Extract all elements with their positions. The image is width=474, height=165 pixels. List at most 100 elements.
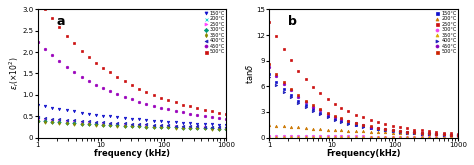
350°C — [288, 136, 293, 138]
450°C — [143, 103, 149, 105]
200°C — [346, 130, 351, 132]
250°C — [325, 98, 330, 100]
250°C — [318, 92, 323, 94]
400°C — [114, 122, 119, 124]
250°C — [303, 78, 309, 80]
200°C — [368, 131, 374, 133]
350°C — [346, 136, 351, 138]
500°C — [375, 127, 381, 129]
350°C — [455, 136, 461, 138]
450°C — [180, 111, 186, 113]
200°C — [217, 127, 222, 129]
200°C — [122, 124, 128, 126]
Y-axis label: tan$\delta$: tan$\delta$ — [244, 63, 255, 84]
150°C — [332, 118, 337, 120]
150°C — [64, 109, 70, 111]
300°C — [303, 135, 309, 137]
350°C — [100, 124, 106, 126]
450°C — [107, 90, 113, 92]
300°C — [411, 136, 417, 138]
350°C — [303, 136, 309, 138]
200°C — [383, 131, 388, 133]
250°C — [390, 125, 395, 127]
300°C — [295, 135, 301, 137]
450°C — [64, 66, 70, 68]
200°C — [71, 122, 77, 124]
300°C — [353, 135, 359, 137]
250°C — [64, 120, 70, 122]
300°C — [288, 135, 293, 137]
450°C — [195, 114, 201, 116]
350°C — [281, 136, 287, 138]
400°C — [86, 120, 91, 122]
300°C — [79, 123, 84, 125]
300°C — [195, 127, 201, 129]
150°C — [325, 115, 330, 117]
150°C — [368, 127, 374, 129]
150°C — [390, 130, 395, 132]
400°C — [368, 127, 374, 129]
450°C — [426, 132, 432, 134]
450°C — [202, 115, 208, 117]
Line: 200°C: 200°C — [268, 124, 459, 136]
250°C — [397, 126, 403, 128]
450°C — [455, 134, 461, 136]
450°C — [100, 87, 106, 89]
Line: 250°C: 250°C — [36, 118, 228, 129]
450°C — [122, 96, 128, 98]
350°C — [383, 136, 388, 138]
200°C — [288, 126, 293, 128]
400°C — [180, 125, 186, 127]
450°C — [217, 117, 222, 119]
Line: 150°C: 150°C — [268, 72, 459, 136]
200°C — [419, 133, 425, 135]
X-axis label: Frequency(kHz): Frequency(kHz) — [327, 149, 401, 158]
150°C — [224, 124, 229, 126]
Line: 500°C: 500°C — [36, 0, 228, 115]
400°C — [151, 124, 156, 126]
300°C — [332, 135, 337, 137]
350°C — [202, 127, 208, 129]
350°C — [64, 122, 70, 124]
250°C — [122, 124, 128, 126]
350°C — [426, 136, 432, 138]
150°C — [375, 128, 381, 130]
300°C — [325, 135, 330, 137]
400°C — [346, 123, 351, 125]
150°C — [411, 132, 417, 134]
300°C — [49, 121, 55, 123]
Line: 450°C: 450°C — [36, 41, 228, 120]
400°C — [441, 134, 447, 136]
350°C — [49, 121, 55, 123]
150°C — [455, 134, 461, 136]
450°C — [338, 118, 344, 120]
500°C — [325, 112, 330, 114]
250°C — [158, 125, 164, 127]
Line: 300°C: 300°C — [268, 135, 459, 138]
200°C — [180, 126, 186, 128]
250°C — [209, 127, 215, 129]
200°C — [266, 124, 272, 126]
400°C — [332, 119, 337, 121]
500°C — [86, 56, 91, 58]
300°C — [180, 127, 186, 129]
Legend: 150°C, 200°C, 250°C, 300°C, 350°C, 400°C, 450°C, 500°C: 150°C, 200°C, 250°C, 300°C, 350°C, 400°C… — [434, 10, 457, 55]
300°C — [368, 135, 374, 137]
450°C — [303, 101, 309, 103]
200°C — [79, 122, 84, 124]
Text: b: b — [288, 15, 297, 28]
350°C — [397, 136, 403, 138]
150°C — [93, 114, 99, 116]
150°C — [114, 116, 119, 118]
400°C — [303, 106, 309, 108]
250°C — [434, 131, 439, 133]
150°C — [448, 134, 454, 136]
200°C — [397, 132, 403, 134]
400°C — [448, 134, 454, 136]
300°C — [64, 122, 70, 124]
500°C — [137, 88, 142, 90]
200°C — [100, 123, 106, 125]
500°C — [318, 108, 323, 110]
450°C — [411, 131, 417, 133]
200°C — [411, 132, 417, 134]
